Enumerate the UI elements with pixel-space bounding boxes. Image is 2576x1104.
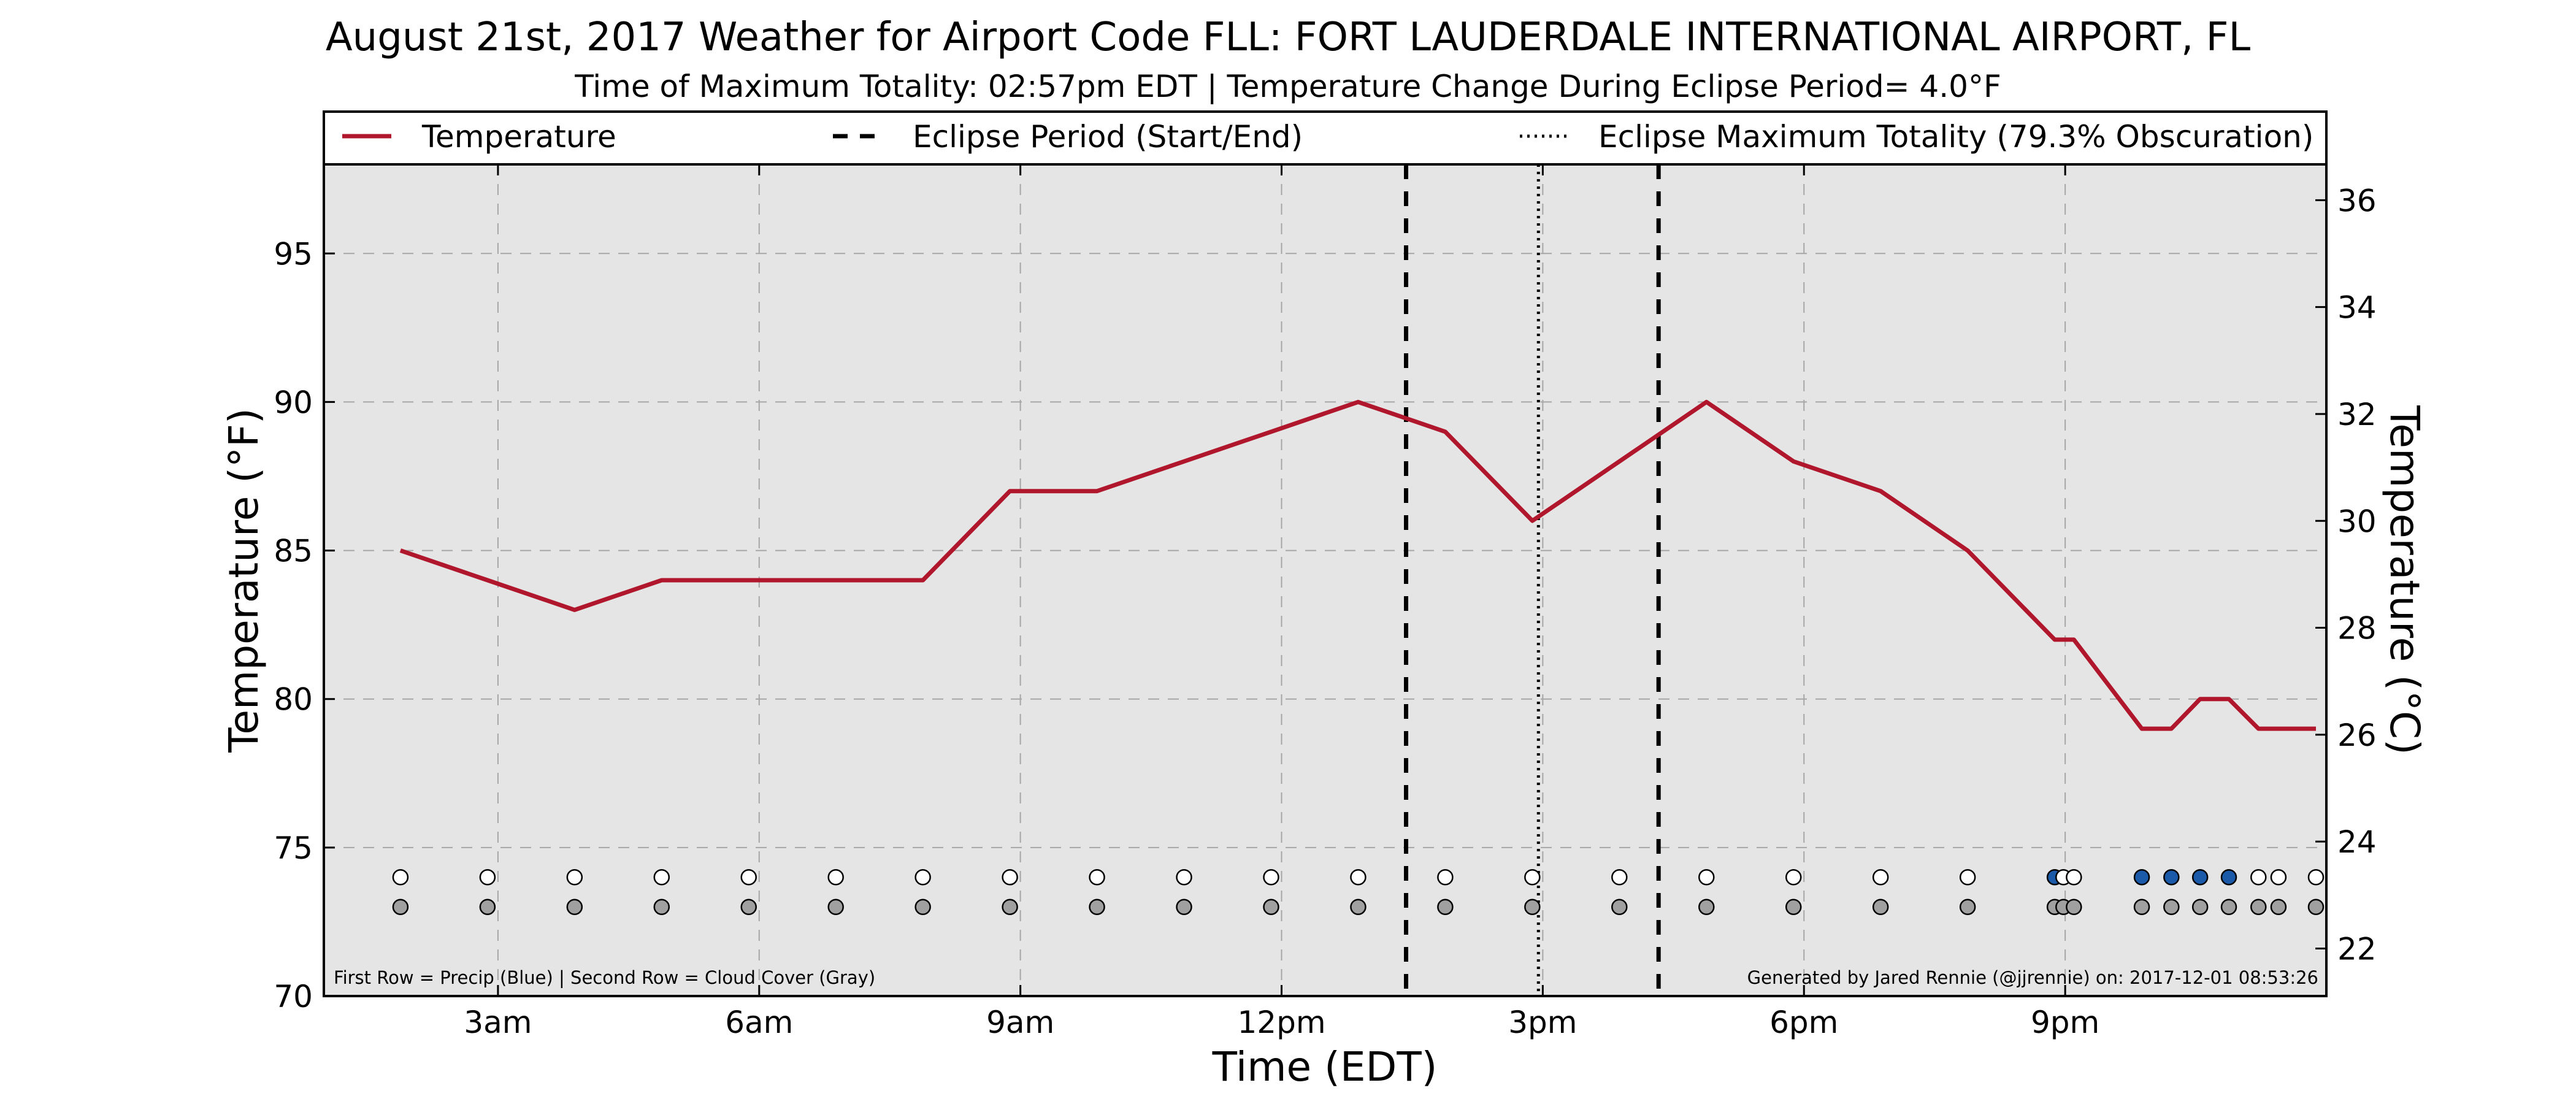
cloud-cover-marker [479,899,496,915]
no-precip-marker [1611,869,1628,886]
precip-marker [2191,869,2209,886]
cloud-cover-marker [1785,899,1802,915]
cloud-cover-marker [914,899,931,915]
precip-marker [2133,869,2150,886]
cloud-cover-marker [1176,899,1192,915]
y-tick-label: 70 [274,979,313,1014]
no-precip-marker [827,869,844,886]
y-axis-label-right: Temperature (°C) [2381,405,2428,755]
footnote-right: Generated by Jared Rennie (@jjrennie) on… [1747,967,2318,988]
no-precip-marker [1176,869,1192,886]
eclipse-markers [1404,164,1661,996]
y-tick-label: 85 [274,534,313,569]
no-precip-marker [2307,869,2325,886]
cloud-cover-marker [2066,899,2082,915]
legend-box [323,110,2328,166]
temperature-series [399,399,2316,731]
cloud-cover-marker [2307,899,2325,915]
x-tick-label: 12pm [1237,1005,1325,1040]
grid-lines [324,164,2326,996]
cloud-cover-marker [566,899,583,915]
cloud-cover-marker [1002,899,1018,915]
legend-label-eclipse-max: Eclipse Maximum Totality (79.3% Obscurat… [1598,119,2313,155]
cloud-cover-marker [2270,899,2287,915]
no-precip-marker [479,869,496,886]
no-precip-marker [1872,869,1889,886]
y-right-tick-label: 24 [2337,824,2377,860]
cloud-cover-marker [1437,899,1454,915]
legend: Temperature Eclipse Period (Start/End) E… [323,110,2328,166]
no-precip-marker [1437,869,1454,886]
y-right-tick-label: 32 [2337,397,2377,432]
no-precip-marker [1350,869,1367,886]
chart-subtitle: Time of Maximum Totality: 02:57pm EDT | … [574,69,2001,104]
y-tick-label: 75 [274,830,313,866]
no-precip-marker [392,869,409,886]
cloud-cover-marker [827,899,844,915]
y-right-tick-label: 34 [2337,290,2377,326]
no-precip-marker [914,869,931,886]
no-precip-marker [1959,869,1976,886]
cloud-cover-marker [2133,899,2150,915]
y-tick-label: 80 [274,682,313,718]
cloud-cover-marker [2163,899,2180,915]
precip-marker [2163,869,2180,886]
y-axis-label-left: Temperature (°F) [220,408,267,753]
no-precip-marker [2066,869,2082,886]
footnote-left: First Row = Precip (Blue) | Second Row =… [334,967,875,988]
no-precip-marker [1524,869,1541,886]
plot-frame [323,163,2328,997]
cloud-cover-marker [2220,899,2237,915]
cloud-cover-marker [740,899,757,915]
y-right-tick-label: 22 [2337,931,2377,967]
cloud-cover-marker [2191,899,2209,915]
x-tick-label: 6pm [1769,1005,1838,1040]
y-right-tick-label: 36 [2337,183,2377,218]
x-tick-label: 9pm [2031,1005,2099,1040]
legend-label-temperature: Temperature [421,119,616,155]
plot-background [324,164,2326,996]
x-axis-label: Time (EDT) [1212,1043,1438,1091]
y-right-tick-label: 28 [2337,611,2377,646]
cloud-cover-marker [1959,899,1976,915]
no-precip-marker [566,869,583,886]
cloud-cover-marker [1872,899,1889,915]
y-tick-label: 90 [274,385,313,420]
temperature-line [399,399,2316,731]
cloud-cover-marker [653,899,670,915]
cloud-cover-marker [1611,899,1628,915]
x-tick-label: 3am [464,1005,532,1040]
chart-title: August 21st, 2017 Weather for Airport Co… [326,15,2251,60]
no-precip-marker [2270,869,2287,886]
observation-markers [392,869,2325,915]
cloud-cover-marker [1698,899,1715,915]
x-tick-label: 3pm [1508,1005,1577,1040]
no-precip-marker [1698,869,1715,886]
precip-marker [2220,869,2237,886]
no-precip-marker [740,869,757,886]
no-precip-marker [653,869,670,886]
x-tick-label: 9am [986,1005,1054,1040]
y-right-tick-label: 26 [2337,718,2377,753]
no-precip-marker [1785,869,1802,886]
x-tick-label: 6am [725,1005,793,1040]
no-precip-marker [1089,869,1105,886]
no-precip-marker [1002,869,1018,886]
cloud-cover-marker [2250,899,2267,915]
cloud-cover-marker [1350,899,1367,915]
cloud-cover-marker [1524,899,1541,915]
cloud-cover-marker [392,899,409,915]
axis-ticks: 3am 6am 9am 12pm 3pm 6pm 9pm 70 75 80 85 90 95 22 24 26… [274,164,2377,1040]
cloud-cover-marker [1089,899,1105,915]
no-precip-marker [2250,869,2267,886]
no-precip-marker [1263,869,1279,886]
cloud-cover-marker [1263,899,1279,915]
legend-label-eclipse-period: Eclipse Period (Start/End) [913,119,1303,155]
y-tick-label: 95 [274,236,313,272]
y-right-tick-label: 30 [2337,504,2377,539]
